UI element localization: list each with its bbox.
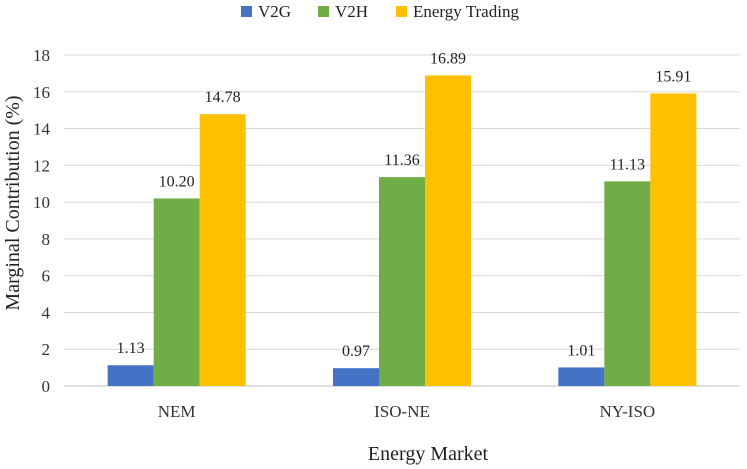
bar-v2h-iso-ne <box>379 177 425 386</box>
data-label-v2h-ny-iso: 11.13 <box>610 156 645 173</box>
legend-label-v2g: V2G <box>258 2 291 21</box>
bar-v2g-ny-iso <box>558 367 605 386</box>
bar-energy-trading-nem <box>199 114 246 386</box>
y-tick-label-10: 10 <box>33 193 50 212</box>
data-label-energy-trading-nem: 14.78 <box>205 89 241 106</box>
y-tick-label-12: 12 <box>33 156 50 175</box>
data-label-energy-trading-iso-ne: 16.89 <box>430 50 466 67</box>
x-axis-title: Energy Market <box>368 443 489 465</box>
y-axis-title: Marginal Contribution (%) <box>2 95 24 310</box>
bar-v2h-ny-iso <box>604 181 651 386</box>
legend-swatch-energy-trading <box>396 6 407 17</box>
y-tick-label-6: 6 <box>42 267 51 286</box>
y-tick-label-0: 0 <box>42 377 51 396</box>
data-label-v2h-nem: 10.20 <box>159 173 195 190</box>
y-tick-label-16: 16 <box>33 83 50 102</box>
x-tick-label-ny-iso: NY-ISO <box>599 402 655 421</box>
y-tick-label-2: 2 <box>42 340 51 359</box>
data-label-v2g-ny-iso: 1.01 <box>567 342 595 359</box>
x-tick-label-nem: NEM <box>158 402 196 421</box>
legend-swatch-v2h <box>318 6 329 17</box>
data-labels: 1.13 10.20 14.78 0.97 11.36 16.89 1.01 11.13 15.… <box>117 50 692 360</box>
y-tick-label-8: 8 <box>42 230 51 249</box>
bar-energy-trading-iso-ne <box>425 75 471 386</box>
y-tick-label-18: 18 <box>33 46 50 65</box>
bars <box>107 75 697 387</box>
bar-v2g-iso-ne <box>333 368 379 386</box>
legend-swatch-v2g <box>241 6 252 17</box>
legend-label-energy-trading: Energy Trading <box>413 2 519 21</box>
legend-label-v2h: V2H <box>335 2 368 21</box>
y-tick-label-4: 4 <box>42 303 51 322</box>
x-tick-label-iso-ne: ISO-NE <box>374 402 430 421</box>
data-label-energy-trading-ny-iso: 15.91 <box>655 68 691 85</box>
data-label-v2g-iso-ne: 0.97 <box>342 343 370 360</box>
y-tick-label-14: 14 <box>33 120 51 139</box>
legend: V2G V2H Energy Trading <box>241 2 519 21</box>
y-axis-ticks: 0 2 4 6 8 10 12 14 16 18 <box>33 46 51 396</box>
bar-energy-trading-ny-iso <box>650 93 697 387</box>
bar-v2g-nem <box>107 365 154 386</box>
x-axis-ticks: NEM ISO-NE NY-ISO <box>158 402 655 421</box>
data-label-v2g-nem: 1.13 <box>117 340 145 357</box>
bar-v2h-nem <box>153 198 200 386</box>
data-label-v2h-iso-ne: 11.36 <box>384 152 419 169</box>
